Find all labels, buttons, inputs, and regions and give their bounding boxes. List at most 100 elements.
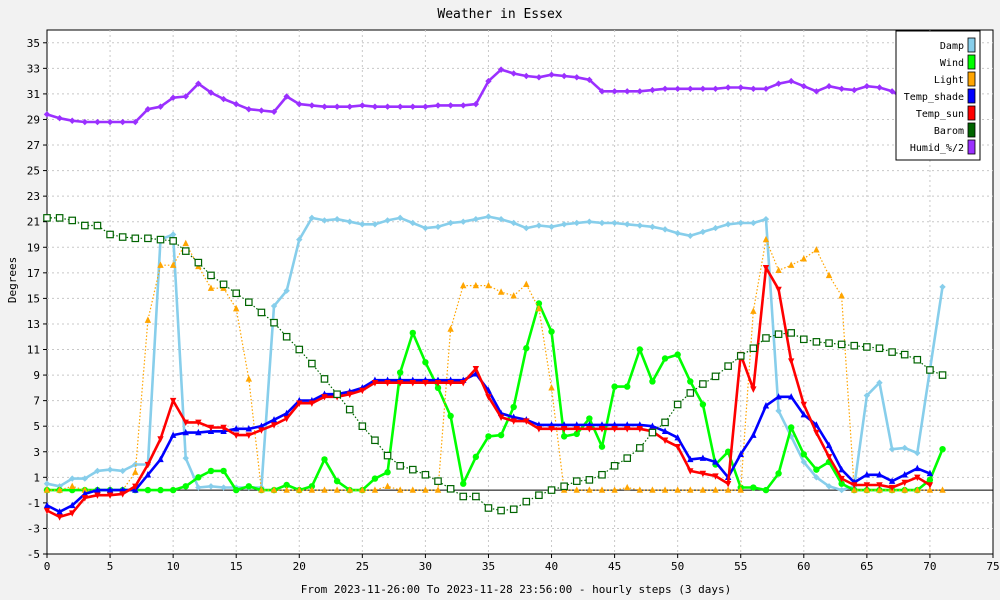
data-point-wind bbox=[220, 467, 227, 475]
data-point-barom bbox=[257, 308, 266, 317]
data-point-humid-2 bbox=[649, 86, 656, 94]
data-point-temp-shade bbox=[106, 486, 114, 493]
data-point-wind bbox=[472, 453, 480, 461]
data-point-humid-2 bbox=[296, 100, 303, 108]
data-point-temp-sun bbox=[851, 482, 858, 489]
data-point-humid-2 bbox=[485, 77, 492, 85]
data-point-temp-shade bbox=[661, 427, 669, 435]
data-point-damp bbox=[611, 219, 618, 227]
data-point-barom bbox=[207, 271, 215, 280]
data-point-wind bbox=[447, 412, 454, 420]
data-point-temp-shade bbox=[81, 490, 89, 497]
data-point-wind bbox=[838, 480, 845, 487]
data-point-temp-shade bbox=[800, 410, 807, 418]
data-point-temp-sun bbox=[699, 470, 707, 478]
data-point-light bbox=[207, 284, 215, 291]
data-point-light bbox=[371, 486, 379, 493]
x-tick-label: 10 bbox=[167, 560, 180, 573]
data-point-wind bbox=[523, 345, 530, 352]
y-tick-label: 31 bbox=[27, 88, 40, 101]
data-point-temp-shade bbox=[901, 471, 908, 478]
data-point-temp-shade bbox=[510, 413, 517, 420]
data-point-temp-shade bbox=[283, 409, 290, 417]
y-tick-label: 35 bbox=[27, 37, 40, 50]
data-point-temp-shade bbox=[586, 421, 593, 428]
data-point-light bbox=[43, 486, 51, 493]
data-point-damp bbox=[876, 379, 883, 386]
y-tick-label: 19 bbox=[27, 241, 40, 254]
data-point-damp bbox=[460, 218, 467, 225]
data-point-humid-2 bbox=[43, 111, 51, 118]
data-point-light bbox=[270, 486, 278, 493]
data-point-humid-2 bbox=[81, 118, 89, 126]
data-point-damp bbox=[649, 223, 656, 231]
data-point-temp-sun bbox=[687, 468, 694, 475]
data-point-temp-sun bbox=[409, 380, 416, 387]
legend-swatch bbox=[967, 139, 976, 155]
data-point-light bbox=[851, 486, 858, 493]
data-point-light bbox=[245, 375, 253, 382]
data-point-light bbox=[737, 486, 744, 493]
data-point-wind bbox=[195, 474, 202, 481]
data-point-barom bbox=[560, 482, 568, 491]
data-point-temp-sun bbox=[750, 386, 757, 393]
data-point-barom bbox=[219, 280, 228, 289]
data-point-light bbox=[649, 486, 656, 493]
data-point-humid-2 bbox=[359, 102, 366, 109]
data-point-temp-shade bbox=[535, 421, 543, 428]
data-point-humid-2 bbox=[712, 85, 719, 92]
data-point-damp bbox=[813, 474, 820, 481]
x-axis-label: From 2023-11-26:00 To 2023-11-28 23:56:0… bbox=[301, 583, 731, 596]
data-point-temp-sun bbox=[69, 510, 76, 517]
data-point-damp bbox=[94, 467, 101, 475]
data-point-damp bbox=[523, 224, 530, 232]
data-point-temp-sun bbox=[598, 426, 606, 433]
data-point-barom bbox=[497, 506, 505, 515]
data-point-damp bbox=[737, 219, 744, 227]
data-point-humid-2 bbox=[586, 76, 593, 84]
data-point-temp-shade bbox=[560, 421, 568, 428]
data-point-light bbox=[523, 280, 530, 288]
x-tick-label: 20 bbox=[293, 560, 306, 573]
x-tick-label: 65 bbox=[860, 560, 873, 573]
data-point-wind bbox=[422, 359, 429, 366]
data-point-temp-sun bbox=[296, 400, 303, 407]
data-point-humid-2 bbox=[233, 100, 240, 108]
data-point-light bbox=[636, 486, 644, 493]
x-tick-label: 50 bbox=[671, 560, 684, 573]
data-point-barom bbox=[875, 344, 884, 353]
data-point-wind bbox=[775, 470, 782, 477]
data-point-light bbox=[485, 281, 492, 289]
data-point-damp bbox=[674, 230, 681, 237]
data-point-humid-2 bbox=[838, 85, 845, 92]
data-point-temp-shade bbox=[258, 422, 265, 429]
data-point-temp-sun bbox=[169, 397, 177, 405]
data-point-barom bbox=[812, 338, 821, 346]
data-point-light bbox=[321, 486, 328, 493]
data-point-damp bbox=[182, 454, 189, 462]
data-point-temp-shade bbox=[649, 422, 656, 429]
data-point-light bbox=[813, 246, 820, 253]
data-point-temp-shade bbox=[245, 425, 253, 432]
data-point-wind bbox=[687, 378, 694, 385]
data-point-damp bbox=[825, 483, 833, 490]
data-point-barom bbox=[623, 454, 632, 462]
data-point-barom bbox=[81, 221, 89, 230]
data-point-damp bbox=[888, 446, 896, 453]
data-point-temp-sun bbox=[56, 514, 63, 521]
data-point-humid-2 bbox=[283, 93, 290, 100]
data-point-light bbox=[838, 292, 845, 299]
data-point-wind bbox=[434, 384, 442, 392]
data-point-temp-sun bbox=[346, 391, 353, 398]
data-point-damp bbox=[220, 484, 227, 491]
data-point-light bbox=[661, 486, 669, 493]
data-point-light bbox=[611, 486, 618, 493]
data-point-humid-2 bbox=[510, 70, 517, 77]
data-point-barom bbox=[938, 371, 947, 379]
x-tick-label: 0 bbox=[44, 560, 51, 573]
data-point-humid-2 bbox=[724, 84, 732, 91]
data-point-damp bbox=[396, 214, 404, 222]
data-point-damp bbox=[838, 486, 845, 494]
legend-swatch bbox=[967, 88, 976, 104]
